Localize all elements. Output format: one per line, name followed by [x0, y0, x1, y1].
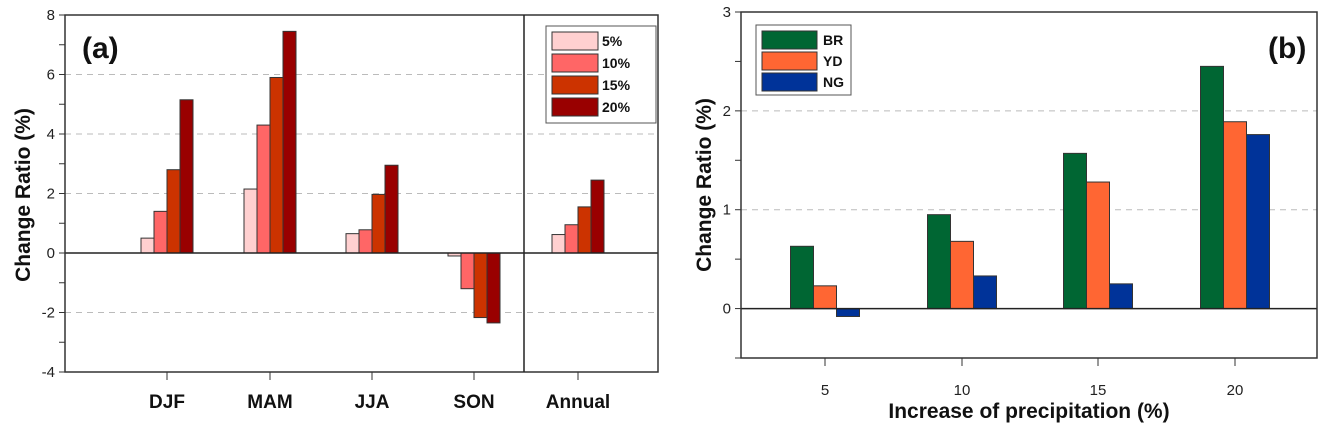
y-tick-label: -2 [42, 305, 55, 322]
bar-20pct-SON [486, 252, 501, 324]
bar-10pct-JJA [358, 229, 373, 254]
x-axis-label: Increase of precipitation (%) [888, 400, 1169, 423]
bar-20pct-JJA [384, 164, 399, 254]
x-tick-label: DJF [149, 392, 185, 413]
y-tick-label: -4 [42, 364, 55, 381]
x-tick-label: 15 [1090, 382, 1107, 399]
bar-15pct-MAM [269, 76, 284, 254]
y-axis-label: Change Ratio (%) [12, 108, 35, 282]
panel-label: (a) [82, 32, 119, 65]
panel-label: (b) [1268, 32, 1306, 65]
legend-swatch [761, 72, 818, 92]
y-tick-label: 8 [47, 7, 55, 24]
y-tick-label: 0 [723, 301, 731, 318]
legend-label: 5% [602, 33, 623, 49]
bar-10pct-DJF [153, 210, 168, 254]
legend: 5% 10% 15% 20% [545, 25, 657, 124]
legend-swatch [551, 31, 599, 51]
bar-15pct-DJF [166, 169, 181, 254]
bar-15pct-JJA [371, 193, 386, 254]
bar-10pct-MAM [256, 124, 271, 254]
y-tick-label: 6 [47, 67, 55, 84]
bar-5pct-JJA [345, 233, 360, 254]
x-tick-label: Annual [546, 392, 610, 413]
y-tick-label: 3 [723, 4, 731, 21]
legend-swatch [761, 30, 818, 50]
x-tick-label: SON [453, 392, 494, 413]
x-tick-label: 10 [954, 382, 971, 399]
legend-label: YD [823, 53, 842, 69]
y-tick-label: 4 [47, 126, 55, 143]
bar-YD-5 [813, 285, 837, 310]
bar-10pct-SON [460, 252, 475, 290]
y-axis-label: Change Ratio (%) [693, 98, 716, 272]
x-tick-label: 20 [1227, 382, 1244, 399]
legend-label: 20% [602, 99, 631, 115]
bar-20pct-DJF [179, 99, 194, 254]
bar-NG-10 [973, 275, 997, 310]
bar-NG-5 [836, 308, 860, 317]
legend: BR YD NG [755, 24, 852, 96]
chart-panel-a: DJF MAM JJA SON Annual 8 6 4 2 0 -2 -4 Change Ratio … [12, 7, 659, 413]
plot-frame [740, 11, 1318, 359]
bar-NG-15 [1109, 283, 1133, 310]
legend-label: 10% [602, 55, 631, 71]
legend-swatch [551, 75, 599, 95]
bar-YD-15 [1086, 181, 1110, 310]
bar-YD-20 [1223, 121, 1247, 310]
x-tick-label: JJA [355, 392, 390, 413]
x-tick-label: 5 [821, 382, 829, 399]
bar-5pct-Annual [551, 234, 566, 254]
legend-label: BR [823, 32, 843, 48]
legend-label: 15% [602, 77, 631, 93]
legend-swatch [761, 51, 818, 71]
bar-20pct-Annual [590, 179, 605, 254]
x-tick-label: MAM [247, 392, 292, 413]
legend-swatch [551, 97, 599, 117]
y-tick-label: 2 [47, 186, 55, 203]
y-tick-label: 2 [723, 103, 731, 120]
bar-5pct-MAM [243, 188, 258, 254]
bar-15pct-Annual [577, 206, 592, 254]
bar-10pct-Annual [564, 224, 579, 254]
legend-label: NG [823, 74, 844, 90]
y-tick-label: 0 [47, 245, 55, 262]
bar-BR-20 [1200, 65, 1224, 310]
bar-YD-10 [950, 240, 974, 310]
bar-15pct-SON [473, 252, 488, 319]
bar-BR-5 [790, 245, 814, 310]
bar-20pct-MAM [282, 30, 297, 254]
bar-BR-10 [927, 214, 951, 310]
bar-5pct-DJF [140, 237, 155, 254]
y-tick-label: 1 [723, 202, 731, 219]
bar-BR-15 [1063, 152, 1087, 310]
bar-NG-20 [1246, 134, 1270, 310]
legend-swatch [551, 53, 599, 73]
